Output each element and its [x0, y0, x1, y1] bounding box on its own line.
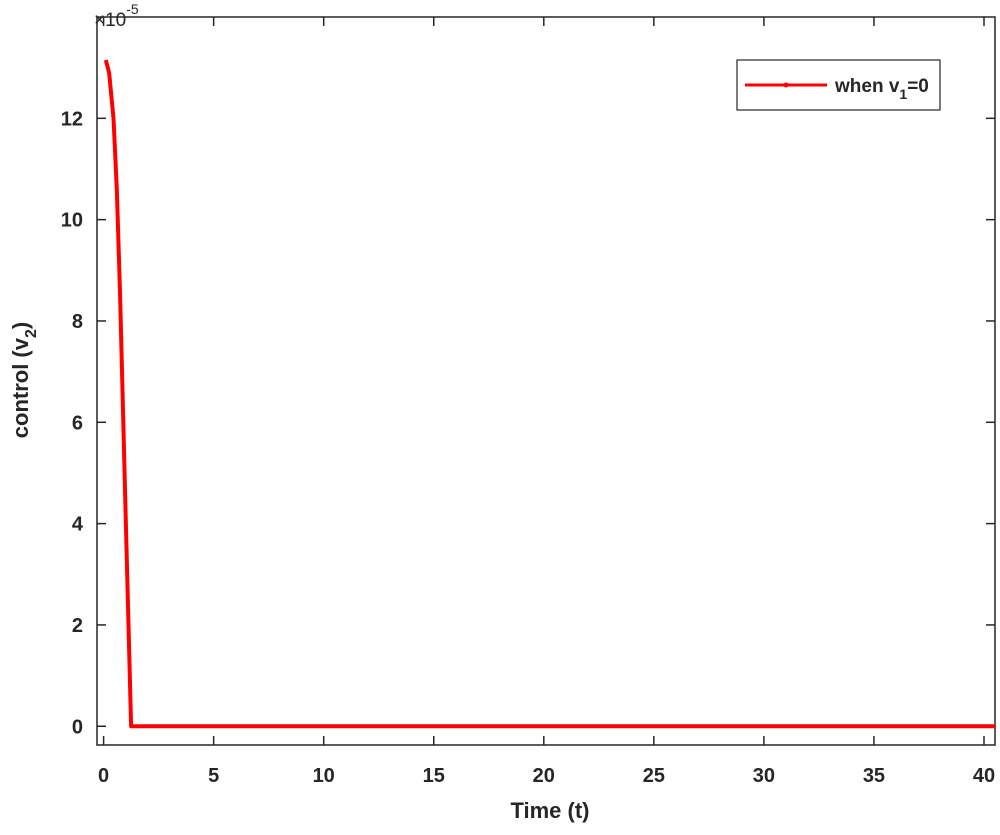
- y-tick-label: 10: [61, 210, 83, 232]
- y-axis-label-main: control (v: [8, 337, 33, 438]
- legend-label: when v1=0: [834, 76, 929, 102]
- y-tick-label: 4: [72, 514, 84, 536]
- x-axis-label: Time (t): [510, 798, 589, 823]
- plot-area: [96, 16, 996, 746]
- x-tick-label: 25: [643, 765, 665, 787]
- legend-label-sub: 1: [899, 86, 907, 102]
- legend-label-main: when v: [834, 76, 900, 97]
- y-axis-label: control (v2): [8, 322, 40, 438]
- y-axis-label-sub: 2: [23, 329, 40, 338]
- x-tick-label: 0: [98, 765, 109, 787]
- x-tick-label: 10: [313, 765, 335, 787]
- series-line: [103, 59, 995, 729]
- y-tick-label: 2: [72, 615, 83, 637]
- x-tick-label: 35: [863, 765, 885, 787]
- y-tick-label: 0: [72, 716, 83, 738]
- y-multiplier-base: ×10: [94, 10, 126, 31]
- y-axis-label-end: ): [8, 322, 33, 329]
- y-multiplier-exp: -5: [126, 1, 139, 17]
- x-tick-label: 15: [423, 765, 445, 787]
- legend-label-end: =0: [907, 76, 929, 97]
- y-tick-label: 8: [72, 311, 83, 333]
- y-multiplier: ×10-5: [94, 1, 139, 31]
- x-tick-label: 20: [533, 765, 555, 787]
- legend-marker: [783, 82, 789, 88]
- x-tick-label: 40: [973, 765, 995, 787]
- x-tick-label: 30: [753, 765, 775, 787]
- x-tick-label: 5: [208, 765, 219, 787]
- y-tick-label: 12: [61, 108, 83, 130]
- y-tick-label: 6: [72, 412, 83, 434]
